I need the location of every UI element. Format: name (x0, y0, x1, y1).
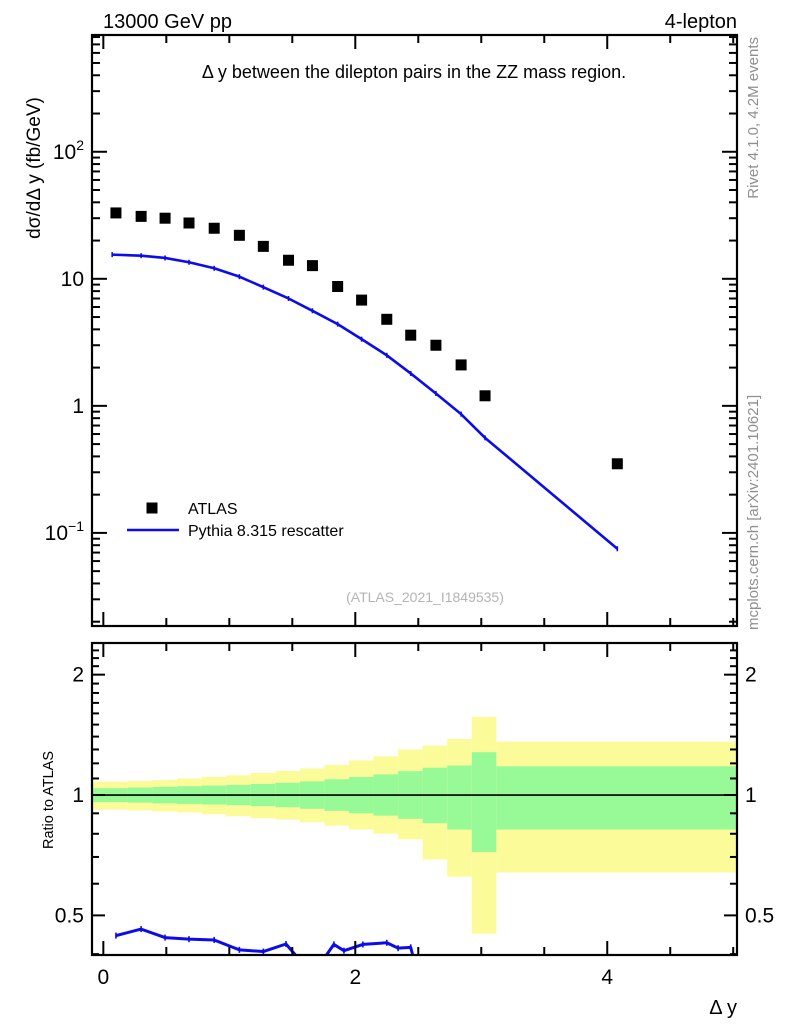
atlas-data-point (257, 240, 269, 252)
atlas-data-point (332, 280, 344, 292)
x-tick-label: 4 (601, 966, 613, 989)
legend-pythia-label: Pythia 8.315 rescatter (188, 523, 344, 540)
rivet-version-note: Rivet 4.1.0, 4.2M events (745, 37, 762, 199)
atlas-data-point (356, 294, 368, 306)
ratio-band-green-bin (471, 752, 497, 853)
ratio-y-tick-label: 1 (72, 784, 84, 807)
atlas-data-point (159, 212, 171, 224)
ratio-mc-line (115, 927, 415, 955)
atlas-data-point (430, 339, 442, 351)
x-tick-label: 2 (349, 966, 361, 989)
ratio-y-axis-label: Ratio to ATLAS (41, 751, 57, 849)
x-axis-label: Δ y (709, 997, 737, 1019)
analysis-id-watermark: (ATLAS_2021_I1849535) (346, 589, 504, 605)
legend-atlas-marker (146, 502, 158, 514)
x-tick-label: 0 (97, 966, 109, 989)
atlas-data-point (479, 390, 491, 402)
header-beam-energy: 13000 GeV pp (103, 11, 232, 33)
main-panel-frame (90, 33, 739, 628)
main-y-axis-label: dσ/dΔ y (fb/GeV) (24, 97, 45, 239)
atlas-data-point (135, 210, 147, 222)
atlas-data-point (208, 222, 220, 234)
ratio-y-tick-label: 2 (72, 664, 84, 687)
atlas-data-point (405, 329, 417, 341)
main-y-tick-label: 1 (72, 395, 84, 418)
main-y-tick-label: 10 (61, 268, 84, 291)
legend-atlas-label: ATLAS (188, 501, 238, 518)
main-y-tick-label: 102 (53, 137, 84, 164)
plot-title: Δ y between the dilepton pairs in the ZZ… (202, 62, 626, 82)
atlas-data-point (611, 458, 623, 470)
axes-ticks-layer (92, 35, 737, 956)
ratio-y-tick-label: 0.5 (55, 904, 84, 927)
mcplots-arxiv-note: mcplots.cern.ch [arXiv:2401.10621] (745, 395, 762, 630)
atlas-data-point (233, 229, 245, 241)
atlas-data-point (306, 260, 318, 272)
ratio-uncertainty-bands (92, 716, 737, 934)
ratio-band-green-bin (447, 765, 472, 830)
data-series-layer (110, 207, 623, 955)
header-analysis-group: 4-lepton (665, 11, 737, 33)
tick-labels-layer: 102 10 1 10−1 0.5 0.5 1 1 2 2 0 2 4 (45, 137, 775, 989)
atlas-data-point (110, 207, 122, 219)
axes-frames-layer (90, 33, 739, 957)
atlas-data-point (183, 217, 195, 229)
atlas-data-point (283, 254, 295, 266)
ratio-band-green-bin (496, 766, 737, 830)
ratio-y-tick-label: 0.5 (745, 904, 774, 927)
ratio-y-tick-label: 2 (745, 664, 757, 687)
main-y-tick-label: 10−1 (45, 518, 85, 545)
legend: ATLAS Pythia 8.315 rescatter (127, 501, 344, 540)
ratio-y-tick-label: 1 (745, 784, 757, 807)
atlas-data-point (381, 313, 393, 325)
atlas-data-point (455, 359, 467, 371)
ratio-panel-frame (90, 641, 739, 957)
